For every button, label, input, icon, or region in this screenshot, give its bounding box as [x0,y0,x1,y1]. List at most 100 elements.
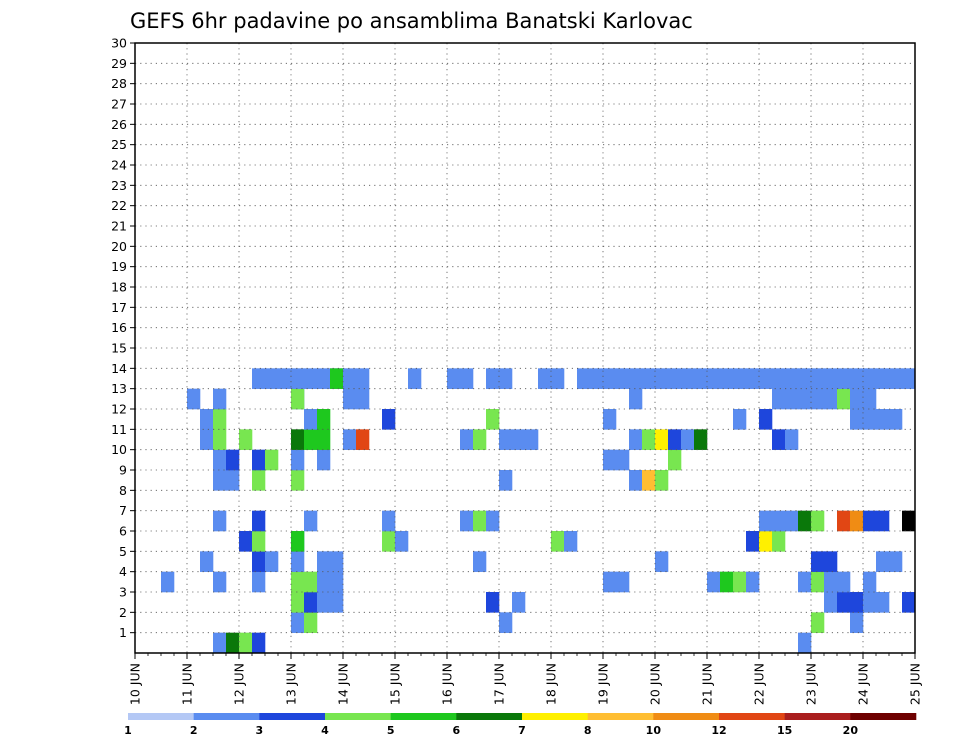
heatmap-cell [356,388,370,410]
y-tick-label: 5 [119,544,127,559]
heatmap-cell [512,429,526,450]
legend-swatch [522,713,588,720]
heatmap-cell [304,571,318,593]
heatmap-cell [460,429,474,450]
heatmap-cell [746,571,760,593]
heatmap-cell [200,409,214,430]
heatmap-cell [187,388,201,410]
heatmap-cell [304,409,318,430]
heatmap-cell [603,368,617,389]
heatmap-cell [772,368,786,389]
y-tick-label: 23 [111,178,127,193]
heatmap-cell [785,388,799,410]
heatmap-cell [759,531,773,552]
heatmap-cell [837,592,851,613]
heatmap-cell [746,368,760,389]
legend-swatch [390,713,457,720]
legend-label: 8 [584,724,592,737]
heatmap-cell [616,571,630,593]
chart-title: GEFS 6hr padavine po ansamblima Banatski… [130,9,693,33]
heatmap-cell [681,368,695,389]
heatmap-cell [408,368,422,389]
heatmap-cell [863,368,877,389]
heatmap-cell [577,368,591,389]
heatmap-cell [759,510,773,532]
heatmap-cell [850,388,864,410]
x-tick-label: 24 JUN [856,663,871,705]
heatmap-cell [616,368,630,389]
heatmap-cell [655,368,669,389]
heatmap-cell [733,571,747,593]
heatmap-cell [330,368,344,389]
legend-label: 5 [387,724,395,737]
heatmap-cell [486,368,500,389]
heatmap-cell [291,531,305,552]
heatmap-cell [213,632,227,654]
heatmap-cell [720,571,734,593]
heatmap-cell [824,592,838,613]
y-tick-label: 21 [111,219,127,234]
heatmap-cell [707,571,721,593]
heatmap-cell [603,409,617,430]
legend-label: 1 [124,724,132,737]
legend-swatch [653,713,720,720]
heatmap-cell [668,429,682,450]
heatmap-cell [291,388,305,410]
heatmap-cell [317,551,331,572]
heatmap-cell [252,449,266,471]
heatmap-cell [252,510,266,532]
y-tick-label: 28 [111,76,127,91]
y-tick-label: 15 [111,341,127,356]
heatmap-cell [330,571,344,593]
heatmap-cell [876,551,890,572]
heatmap-cell [213,470,227,491]
heatmap-cell [213,388,227,410]
heatmap-cell [499,368,513,389]
y-tick-label: 4 [119,564,127,579]
heatmap-cell [876,510,890,532]
heatmap-cell [889,368,903,389]
y-tick-label: 22 [111,198,127,213]
heatmap-cell [343,368,357,389]
heatmap-cell [252,571,266,593]
heatmap-cell [304,510,318,532]
heatmap-cell [733,409,747,430]
x-tick-label: 17 JUN [492,663,507,705]
x-tick-label: 16 JUN [440,663,455,705]
heatmap-cell [330,551,344,572]
heatmap-cell [317,429,331,450]
heatmap-cell [213,429,227,450]
x-tick-label: 20 JUN [648,663,663,705]
y-tick-label: 12 [111,402,127,417]
heatmap-cell [668,449,682,471]
y-tick-label: 14 [111,361,127,376]
heatmap-cell [863,388,877,410]
heatmap-cell [798,510,812,532]
heatmap-cell [291,470,305,491]
heatmap-cell [239,632,253,654]
heatmap-cell [837,388,851,410]
heatmap-cell [707,368,721,389]
heatmap-cell [629,429,643,450]
heatmap-cell [330,592,344,613]
heatmap-cell [486,409,500,430]
heatmap-cell [317,592,331,613]
heatmap-cell [759,368,773,389]
cells-layer [161,368,916,654]
legend: 1 2 3 4 5 6 7 8 10 12 15 20 [124,713,917,737]
y-tick-label: 29 [111,56,127,71]
heatmap-cell [642,368,656,389]
heatmap-cell [850,612,864,633]
heatmap-cell [291,612,305,633]
heatmap-cell [616,449,630,471]
heatmap-cell [889,551,903,572]
legend-swatch [719,713,785,720]
heatmap-cell [837,510,851,532]
heatmap-cell [733,368,747,389]
legend-label: 10 [646,724,662,737]
heatmap-cell [811,571,825,593]
heatmap-cell [356,429,370,450]
heatmap-cell [265,449,279,471]
heatmap-cell [837,571,851,593]
